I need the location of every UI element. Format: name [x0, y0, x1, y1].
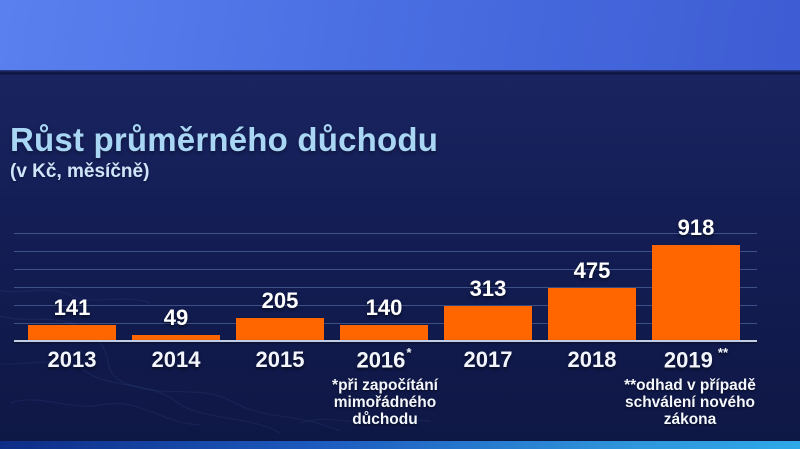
chart-title: Růst průměrného důchodu: [10, 121, 439, 158]
gridline: [14, 323, 757, 324]
bar-value-label: 205: [261, 288, 299, 313]
bar-2014: [132, 335, 220, 340]
bar-2017: [444, 306, 532, 340]
gridline: [14, 233, 757, 234]
x-axis-label: 2013: [47, 347, 97, 372]
bar-2016: [340, 325, 428, 340]
bar-column: 475: [540, 215, 644, 340]
x-axis-label: 2018: [567, 347, 617, 372]
x-axis-label: 2017: [463, 347, 513, 372]
footnote-single-asterisk: *při započítání mimořádného důchodu: [332, 377, 438, 428]
x-axis-label: 2015: [255, 347, 305, 372]
chart-subtitle: (v Kč, měsíčně): [10, 161, 150, 182]
bar-value-label: 918: [677, 215, 715, 240]
bar-value-label: 49: [163, 305, 189, 330]
band-shadow-divider: [0, 70, 800, 75]
bar-column: 918: [644, 215, 748, 340]
bar-column: 141: [20, 215, 124, 340]
gridline: [14, 305, 757, 306]
bar-2013: [28, 325, 116, 340]
bar-column: 313: [436, 215, 540, 340]
gridline: [14, 269, 757, 270]
bar-column: 140: [332, 215, 436, 340]
plot-area: 141 49 205 140 313 475 918: [20, 215, 748, 340]
gridline: [14, 287, 757, 288]
x-axis-label: 2016*: [356, 345, 412, 373]
bottom-gradient-strip: [0, 441, 800, 449]
bar-2018: [548, 288, 636, 340]
gridlines: [14, 215, 757, 341]
x-axis-label: 2019 **: [663, 345, 729, 373]
footnote-marker: *: [406, 345, 412, 360]
x-axis-baseline: [14, 340, 757, 342]
footnote-double-asterisk: **odhad v případě schválení nového zákon…: [624, 377, 756, 428]
x-axis-label: 2014: [151, 347, 201, 372]
bar-2019: [652, 245, 740, 340]
top-blue-band: [0, 0, 800, 70]
bar-value-label: 140: [365, 295, 403, 320]
gridline: [14, 251, 757, 252]
footnote-marker: **: [717, 345, 729, 360]
bar-column: 205: [228, 215, 332, 340]
bar-column: 49: [124, 215, 228, 340]
bar-value-label: 141: [53, 295, 91, 320]
bar-value-label: 475: [573, 258, 611, 283]
x-axis: 2013 2014 2015 2016* 2017 2018 2019 **: [20, 345, 748, 373]
bar-value-label: 313: [469, 276, 507, 301]
bar-2015: [236, 318, 324, 340]
